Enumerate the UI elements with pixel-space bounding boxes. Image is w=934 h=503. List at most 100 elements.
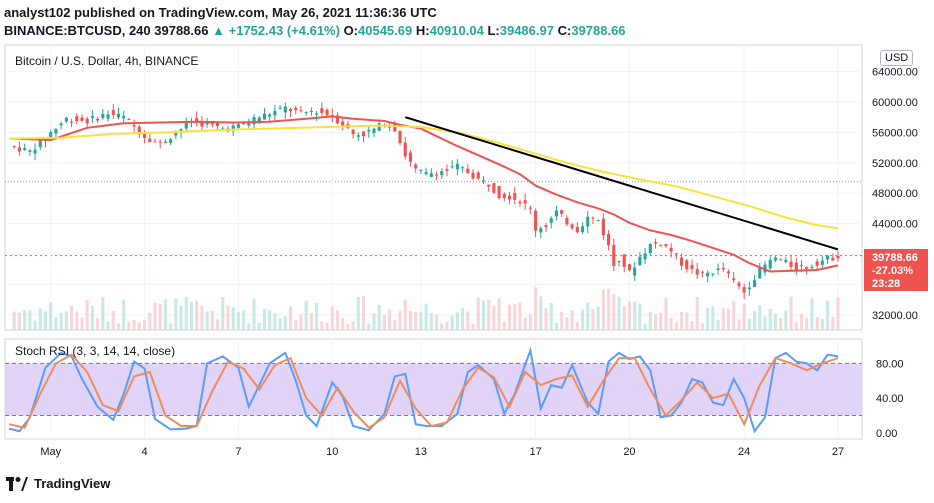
- candle-body: [596, 219, 600, 221]
- candle-body: [789, 261, 793, 267]
- candle-body: [445, 169, 449, 171]
- rsi-legend: Stoch RSI (3, 3, 14, 14, close): [15, 344, 175, 358]
- volume-bar: [810, 298, 814, 330]
- candle-body: [242, 123, 246, 125]
- volume-bar: [753, 310, 757, 330]
- candle-body: [747, 287, 751, 290]
- volume-bar: [487, 299, 491, 330]
- price-tick-label: 48000.00: [872, 188, 918, 200]
- stoch-k-line: [8, 346, 839, 434]
- price-tag: 39788.66 -27.03% 23:28: [864, 249, 928, 291]
- trendline-line: [405, 116, 839, 251]
- candle-body: [476, 172, 480, 179]
- candle-body: [450, 166, 454, 168]
- candle-body: [315, 113, 319, 115]
- currency-button[interactable]: USD: [880, 50, 914, 66]
- candle-body: [372, 128, 376, 133]
- volume-bar: [320, 321, 324, 330]
- candle-body: [586, 216, 590, 227]
- volume-bar: [158, 303, 162, 330]
- candle-body: [163, 141, 167, 143]
- candle-body: [106, 114, 110, 119]
- volume-bar: [570, 310, 574, 330]
- volume-bar: [471, 323, 475, 330]
- price-legend: Bitcoin / U.S. Dollar, 4h, BINANCE: [15, 54, 198, 68]
- volume-bar: [794, 322, 798, 330]
- volume-bar: [789, 296, 793, 330]
- candle-body: [534, 210, 538, 231]
- candle-body: [622, 254, 626, 268]
- candle-body: [23, 148, 27, 151]
- volume-bar: [116, 323, 121, 330]
- volume-bar: [408, 310, 413, 330]
- candle-body: [810, 266, 814, 268]
- volume-bar: [398, 311, 402, 330]
- volume-bar: [205, 311, 209, 330]
- volume-bar: [549, 302, 553, 330]
- volume-bar: [716, 320, 720, 330]
- price-tick-label: 44000.00: [872, 219, 918, 231]
- volume-bar: [758, 305, 762, 330]
- volume-bar: [419, 312, 423, 330]
- volume-bar: [711, 306, 715, 330]
- volume-bar: [596, 306, 600, 330]
- volume-bar: [351, 321, 355, 330]
- candle-body: [257, 117, 261, 122]
- time-axis[interactable]: May 4 7 10 13 17 20 24 27: [40, 446, 844, 458]
- candle-body: [612, 244, 616, 267]
- volume-bar: [38, 308, 42, 330]
- volume-bar: [507, 304, 512, 330]
- candle-body: [690, 264, 694, 269]
- volume-bar: [763, 316, 767, 330]
- price-tick-label: 64000.00: [872, 67, 918, 79]
- brand-text: TradingView: [34, 476, 111, 491]
- candle-body: [153, 141, 157, 143]
- volume-bar: [434, 315, 439, 330]
- candle-body: [799, 265, 804, 267]
- candle-body: [414, 164, 418, 169]
- time-tick-label: 27: [832, 446, 844, 458]
- candle-body: [695, 269, 699, 275]
- candle-body: [539, 228, 543, 233]
- candle-body: [518, 201, 522, 204]
- pct-tag-value: -27.03%: [872, 265, 913, 277]
- candle-body: [236, 124, 240, 128]
- candle-body: [737, 282, 741, 287]
- volume-bar: [49, 302, 53, 330]
- volume-bar: [315, 302, 319, 330]
- volume-bar: [502, 321, 506, 330]
- volume-bar: [815, 317, 819, 330]
- volume-bar: [492, 305, 496, 330]
- volume-bar: [450, 315, 454, 330]
- candle-body: [215, 122, 220, 127]
- candle-body: [137, 126, 141, 135]
- candle-body: [132, 125, 136, 127]
- volume-bar: [242, 310, 246, 330]
- volume-bar: [309, 313, 313, 330]
- candle-body: [424, 172, 428, 175]
- candle-body: [184, 122, 188, 129]
- volume-bar: [455, 312, 459, 330]
- chart-header: analyst102 published on TradingView.com,…: [4, 4, 626, 40]
- volume-bar: [200, 305, 204, 330]
- rsi-tick-label: 40.00: [876, 393, 904, 405]
- volume-bar: [148, 312, 152, 330]
- rsi-tick-label: 80.00: [876, 358, 904, 370]
- open-value: 40545.69: [358, 23, 413, 38]
- candle-body: [268, 114, 272, 117]
- candle-body: [773, 257, 777, 261]
- candle-body: [377, 123, 381, 131]
- candle-body: [466, 168, 470, 173]
- volume-bar: [429, 312, 433, 330]
- volume-bar: [700, 323, 704, 330]
- candle-body: [591, 217, 595, 219]
- candle-body: [341, 121, 345, 127]
- candle-body: [403, 142, 407, 157]
- candle-body: [831, 257, 835, 261]
- volume-bar: [534, 287, 538, 330]
- candle-body: [643, 253, 647, 260]
- volume-bar: [325, 322, 329, 330]
- volume-bar: [424, 303, 428, 330]
- volume-bar: [153, 302, 157, 330]
